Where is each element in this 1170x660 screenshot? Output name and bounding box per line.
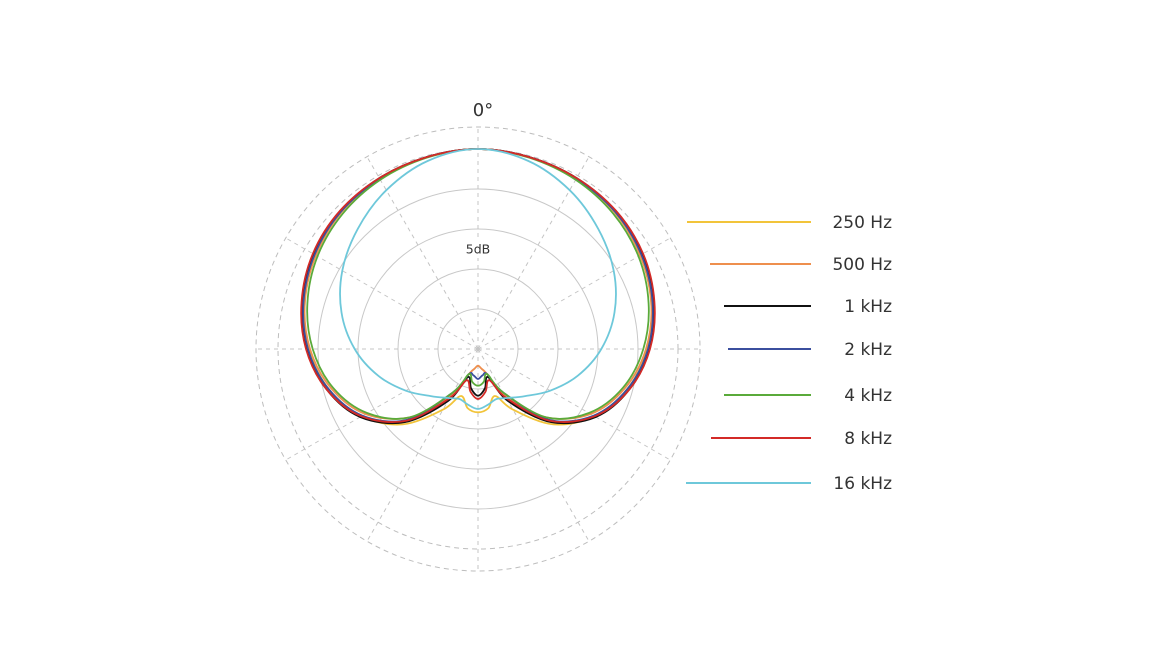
- series-line-4-khz: [306, 148, 650, 420]
- legend-label: 1 kHz: [844, 297, 892, 317]
- legend-item: 1 kHz: [724, 297, 892, 317]
- ring-label: 5dB: [460, 239, 496, 258]
- angle-label-0-degrees: 0°: [473, 100, 493, 121]
- legend-item: 250 Hz: [687, 213, 892, 233]
- legend-label: 16 kHz: [833, 474, 892, 494]
- legend-label: 500 Hz: [832, 255, 892, 275]
- legend-item: 8 kHz: [711, 429, 892, 449]
- grid-spoke: [285, 348, 479, 461]
- grid-spoke: [477, 348, 590, 542]
- legend: 250 Hz 500 Hz 1 kHz 2 kHz 4 kHz 8 kHz 16 kHz: [686, 213, 892, 494]
- grid-spoke: [477, 348, 671, 461]
- legend-label: 8 kHz: [844, 429, 892, 449]
- grid-spoke: [366, 348, 479, 542]
- polar-curves: [300, 148, 656, 426]
- series-line-2-khz: [302, 148, 654, 423]
- polar-grid: [255, 126, 701, 572]
- series-line-16-khz: [339, 148, 617, 410]
- legend-item: 16 kHz: [686, 474, 892, 494]
- series-line-8-khz: [300, 148, 656, 423]
- legend-item: 500 Hz: [710, 255, 892, 275]
- legend-item: 4 kHz: [724, 386, 892, 406]
- legend-item: 2 kHz: [728, 340, 892, 360]
- grid-spoke: [477, 156, 590, 350]
- series-line-500-hz: [303, 148, 653, 420]
- legend-label: 2 kHz: [844, 340, 892, 360]
- legend-label: 250 Hz: [832, 213, 892, 233]
- grid-ring-outer: [255, 126, 701, 572]
- grid-spoke: [366, 156, 479, 350]
- legend-label: 4 kHz: [844, 386, 892, 406]
- ring-label-5db: 5dB: [466, 242, 490, 257]
